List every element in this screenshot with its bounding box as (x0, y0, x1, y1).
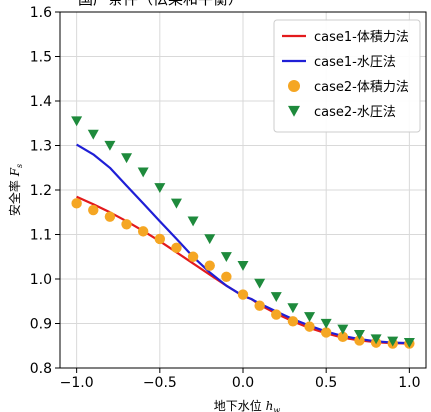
data-point-triangle (104, 140, 116, 151)
data-point-circle (304, 321, 315, 332)
data-point-triangle (121, 153, 133, 164)
legend-triangle-swatch (288, 105, 300, 117)
data-point-triangle (353, 329, 365, 340)
x-tick-label: −1.0 (60, 375, 94, 391)
data-point-circle (154, 233, 166, 245)
x-tick-label: 1.0 (398, 375, 420, 391)
data-point-triangle (237, 260, 249, 271)
data-point-circle (221, 271, 232, 282)
legend-circle-swatch (288, 80, 300, 92)
data-point-circle (237, 289, 249, 300)
y-tick-label: 1.4 (30, 94, 52, 110)
data-point-circle (137, 226, 149, 237)
y-tick-label: 0.9 (30, 317, 52, 333)
data-point-triangle (320, 318, 332, 329)
data-point-triangle (71, 116, 83, 127)
legend-label: case1-体積力法 (314, 30, 409, 45)
legend-box (273, 19, 421, 133)
data-point-circle (254, 300, 265, 311)
data-point-triangle (170, 198, 182, 209)
ticks: −1.0 −0.5 0.0 0.5 1.0 0.8 0.9 1.0 1.1 1.2 1.3 1.4 1.… (30, 5, 421, 391)
legend-label: case2-体積力法 (314, 80, 409, 95)
data-point-triangle (154, 183, 166, 193)
y-tick-label: 1.0 (30, 272, 52, 288)
x-axis-label: 地下水位 hw (214, 398, 281, 412)
data-point-triangle (220, 252, 232, 262)
y-tick-label: 1.3 (30, 139, 52, 155)
data-point-triangle (87, 129, 99, 140)
y-axis-label: 安全率 Fs (7, 164, 24, 216)
data-point-circle (354, 335, 365, 346)
y-tick-label: 1.5 (30, 50, 52, 66)
data-point-circle (271, 309, 282, 320)
legend: case1-体積力法 case1-水圧法 case2-体積力法 case2-水圧法 (273, 19, 421, 133)
data-point-triangle (370, 334, 382, 345)
y-tick-label: 0.8 (30, 361, 52, 377)
data-point-triangle (337, 324, 349, 335)
x-tick-label: 0.0 (232, 375, 254, 391)
data-point-triangle (304, 312, 316, 323)
data-point-triangle (403, 337, 415, 348)
data-point-circle (104, 211, 116, 222)
legend-label: case2-水圧法 (314, 105, 396, 120)
legend-label: case1-水圧法 (314, 55, 396, 70)
chart-title-fragment: 国产条件（伝染和平衡） (78, 0, 243, 8)
data-point-triangle (270, 292, 282, 303)
data-point-circle (337, 331, 349, 343)
data-point-triangle (287, 303, 299, 314)
data-point-triangle (137, 167, 149, 178)
data-point-circle (88, 204, 99, 216)
data-point-circle (71, 198, 82, 209)
data-point-circle (187, 251, 199, 262)
data-point-triangle (187, 216, 199, 227)
data-point-circle (320, 327, 332, 338)
y-tick-label: 1.6 (30, 5, 52, 21)
series-markers (71, 116, 415, 349)
x-tick-label: 0.5 (315, 375, 337, 391)
x-tick-label: −0.5 (143, 375, 177, 391)
y-tick-label: 1.2 (30, 183, 52, 199)
data-point-circle (287, 316, 299, 327)
y-tick-label: 1.1 (30, 228, 52, 244)
data-point-triangle (204, 234, 216, 245)
data-point-circle (171, 242, 182, 254)
data-point-circle (204, 260, 215, 271)
data-point-circle (121, 219, 132, 230)
data-point-triangle (254, 278, 266, 289)
data-point-triangle (387, 336, 399, 347)
